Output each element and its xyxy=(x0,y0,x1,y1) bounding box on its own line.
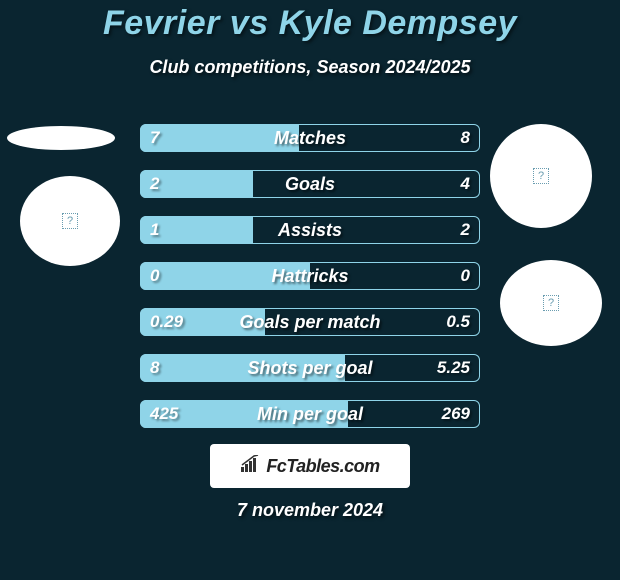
stat-label: Goals per match xyxy=(140,308,480,336)
date-text: 7 november 2024 xyxy=(0,500,620,521)
stat-label: Hattricks xyxy=(140,262,480,290)
stat-row: 12Assists xyxy=(140,216,480,244)
stats-comparison: 78Matches 24Goals 12Assists 00Hattricks 0.29… xyxy=(140,124,480,446)
stat-label: Matches xyxy=(140,124,480,152)
stat-label: Goals xyxy=(140,170,480,198)
chart-icon xyxy=(240,455,262,478)
stat-label: Assists xyxy=(140,216,480,244)
club-badge-right-top: ? xyxy=(490,124,592,228)
placeholder-icon: ? xyxy=(533,168,549,184)
stat-row: 85.25Shots per goal xyxy=(140,354,480,382)
stat-label: Shots per goal xyxy=(140,354,480,382)
logo-text: FcTables.com xyxy=(266,456,379,477)
fctables-logo: FcTables.com xyxy=(210,444,410,488)
stat-label: Min per goal xyxy=(140,400,480,428)
club-badge-left: ? xyxy=(20,176,120,266)
stat-row: 00Hattricks xyxy=(140,262,480,290)
page-title: Fevrier vs Kyle Dempsey xyxy=(0,0,620,43)
subtitle: Club competitions, Season 2024/2025 xyxy=(0,57,620,78)
placeholder-icon: ? xyxy=(543,295,559,311)
club-badge-right-bottom: ? xyxy=(500,260,602,346)
placeholder-icon: ? xyxy=(62,213,78,229)
stat-row: 0.290.5Goals per match xyxy=(140,308,480,336)
stat-row: 78Matches xyxy=(140,124,480,152)
decorative-ellipse xyxy=(7,126,115,150)
stat-row: 425269Min per goal xyxy=(140,400,480,428)
stat-row: 24Goals xyxy=(140,170,480,198)
